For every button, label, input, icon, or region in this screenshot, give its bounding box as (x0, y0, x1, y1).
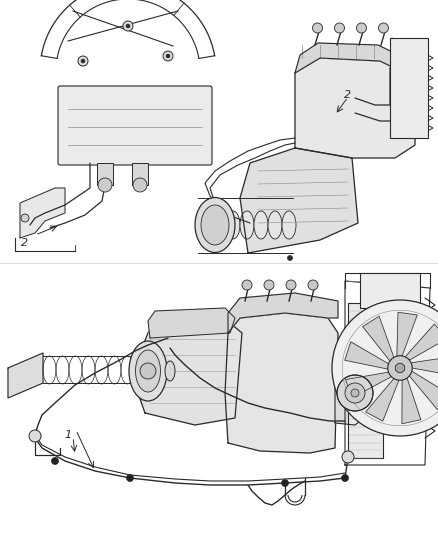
Polygon shape (402, 378, 421, 424)
Ellipse shape (254, 211, 268, 239)
Circle shape (21, 214, 29, 222)
Ellipse shape (129, 341, 167, 401)
Polygon shape (346, 372, 391, 398)
Circle shape (335, 23, 345, 33)
Circle shape (140, 363, 156, 379)
FancyBboxPatch shape (58, 86, 212, 165)
Polygon shape (335, 365, 370, 425)
Circle shape (163, 51, 173, 61)
Bar (348, 303, 383, 458)
Bar (132, 163, 148, 185)
Circle shape (78, 56, 88, 66)
Polygon shape (397, 312, 417, 356)
Polygon shape (363, 316, 394, 361)
Circle shape (126, 24, 130, 28)
Circle shape (133, 178, 147, 192)
Circle shape (342, 451, 354, 463)
Circle shape (337, 375, 373, 411)
Text: 1: 1 (64, 430, 71, 440)
Circle shape (308, 280, 318, 290)
Circle shape (351, 389, 359, 397)
Circle shape (378, 23, 389, 33)
Ellipse shape (198, 211, 212, 239)
Circle shape (357, 23, 367, 33)
Circle shape (345, 383, 365, 403)
Polygon shape (148, 308, 235, 338)
Bar (360, 273, 420, 308)
Ellipse shape (282, 211, 296, 239)
Ellipse shape (165, 361, 175, 381)
Circle shape (81, 59, 85, 63)
Ellipse shape (226, 211, 240, 239)
Circle shape (282, 480, 289, 487)
Circle shape (342, 474, 349, 481)
Circle shape (98, 178, 112, 192)
Circle shape (123, 21, 133, 31)
Polygon shape (295, 43, 415, 78)
Ellipse shape (201, 205, 229, 245)
Bar (97, 163, 113, 185)
Circle shape (395, 364, 405, 373)
Polygon shape (405, 324, 438, 360)
Polygon shape (240, 148, 358, 253)
Text: 2: 2 (344, 90, 352, 100)
Circle shape (29, 430, 41, 442)
Circle shape (388, 356, 412, 380)
Polygon shape (345, 342, 389, 369)
Circle shape (127, 474, 134, 481)
Ellipse shape (135, 350, 160, 392)
Polygon shape (411, 357, 438, 376)
Polygon shape (225, 313, 338, 453)
Polygon shape (410, 371, 438, 409)
Circle shape (166, 54, 170, 58)
Bar (390, 38, 428, 138)
Circle shape (286, 280, 296, 290)
Circle shape (312, 23, 322, 33)
Ellipse shape (268, 211, 282, 239)
Ellipse shape (240, 211, 254, 239)
Circle shape (264, 280, 274, 290)
Text: 2: 2 (21, 238, 28, 248)
Circle shape (52, 457, 59, 464)
Polygon shape (295, 58, 415, 158)
Circle shape (242, 280, 252, 290)
Polygon shape (8, 353, 43, 398)
Circle shape (332, 300, 438, 436)
Polygon shape (228, 293, 338, 333)
Polygon shape (138, 318, 242, 425)
Circle shape (287, 255, 293, 261)
Ellipse shape (195, 198, 235, 253)
Ellipse shape (212, 211, 226, 239)
Polygon shape (20, 188, 65, 238)
Polygon shape (366, 378, 399, 421)
